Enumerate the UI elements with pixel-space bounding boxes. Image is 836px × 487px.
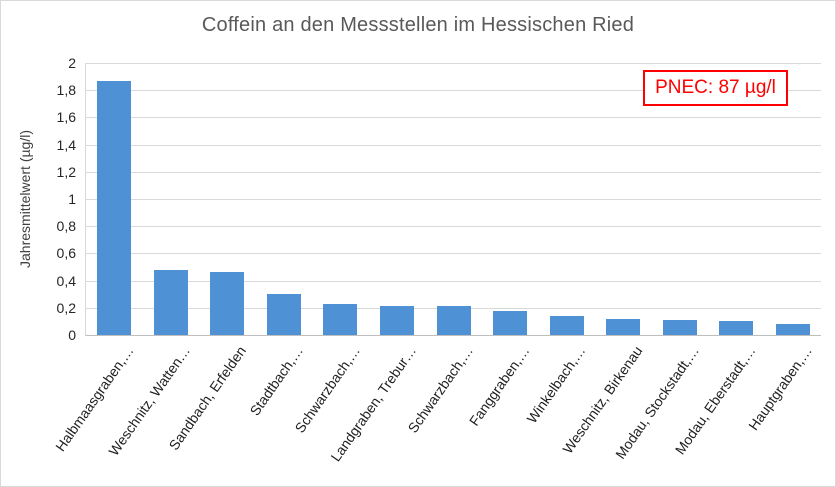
x-category-label: Winkelbach,… xyxy=(523,343,589,427)
x-category-label: Fanggraben,… xyxy=(465,343,533,429)
bar xyxy=(379,306,414,335)
y-tick-label: 1,2 xyxy=(56,163,76,180)
bar xyxy=(549,316,584,335)
gridline xyxy=(86,171,821,173)
gridline xyxy=(86,199,821,200)
pnec-annotation-text: PNEC: 87 µg/l xyxy=(655,77,776,98)
y-tick-label: 1,6 xyxy=(56,109,76,126)
y-tick-label: 0,6 xyxy=(56,245,76,262)
chart-title: Coffein an den Messstellen im Hessischen… xyxy=(201,14,635,36)
bar xyxy=(323,304,358,335)
y-tick-label: 2 xyxy=(68,55,76,71)
bar xyxy=(662,320,697,335)
bar xyxy=(606,319,641,335)
gridline xyxy=(86,117,821,119)
pnec-annotation-box: PNEC: 87 µg/l xyxy=(643,70,788,106)
gridline xyxy=(86,253,821,255)
bar xyxy=(97,81,132,335)
y-tick-label: 0 xyxy=(68,327,76,343)
gridline xyxy=(86,144,821,146)
y-tick-label: 0,2 xyxy=(56,299,76,316)
y-tick-label: 0,4 xyxy=(56,272,76,289)
plot-area xyxy=(85,63,821,336)
gridline xyxy=(86,280,821,282)
y-tick-label: 1,8 xyxy=(56,82,76,99)
gridline xyxy=(86,90,821,92)
bar xyxy=(153,270,188,335)
bar xyxy=(775,324,810,335)
y-tick-label: 0,8 xyxy=(56,218,76,235)
gridline xyxy=(86,226,821,228)
bar xyxy=(719,321,754,335)
bar xyxy=(210,272,245,335)
gridline xyxy=(86,63,821,64)
bar xyxy=(493,311,528,335)
bar xyxy=(436,306,471,335)
y-tick-label: 1 xyxy=(68,191,76,207)
x-category-label: Stadtbach,… xyxy=(246,343,306,419)
bar xyxy=(266,294,301,335)
y-tick-label: 1,4 xyxy=(56,136,76,153)
x-category-label: Hauptgraben,… xyxy=(745,343,815,434)
